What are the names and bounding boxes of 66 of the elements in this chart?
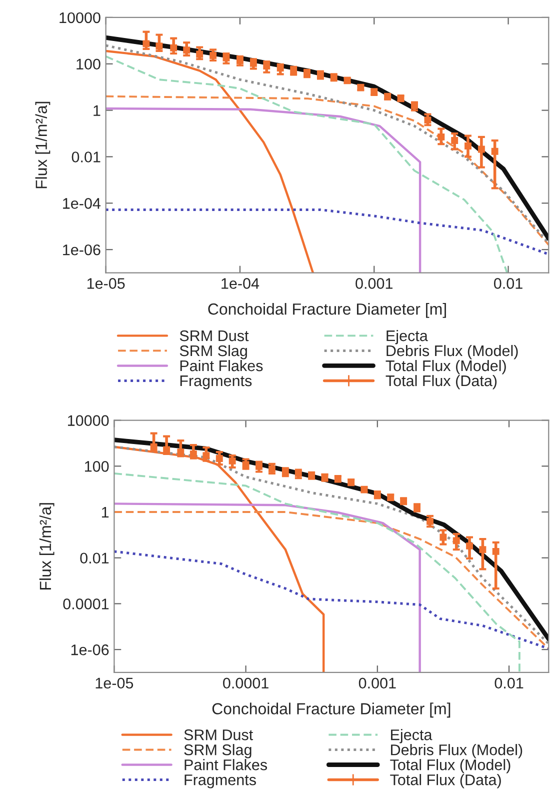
point	[142, 40, 150, 48]
y-tick-label: 1	[102, 507, 109, 518]
point	[196, 50, 204, 58]
legend-label: Paint Flakes	[180, 360, 263, 372]
y-tick-label: 100	[76, 58, 100, 70]
y-tick-label: 10000	[68, 415, 109, 426]
point	[202, 452, 210, 460]
point	[438, 133, 445, 140]
point	[170, 44, 178, 52]
point	[452, 537, 460, 544]
x-axis-title: Conchoidal Fracture Diameter [m]	[212, 702, 450, 718]
point	[491, 148, 498, 155]
legend-label: Total Flux (Data)	[390, 774, 501, 788]
y-tick-label: 0.01	[72, 152, 100, 162]
point	[451, 137, 458, 144]
legend-label: Paint Flakes	[184, 759, 268, 770]
point	[276, 64, 284, 72]
y-tick-label: 1e-04	[63, 198, 101, 209]
legend-label: Total Flux (Model)	[386, 360, 506, 374]
point	[464, 142, 472, 150]
point	[478, 146, 485, 153]
legend-label: Total Flux (Model)	[390, 759, 510, 774]
point	[183, 46, 190, 54]
x-tick-label: 1e-04	[222, 278, 260, 289]
legend-label: SRM Slag	[180, 344, 247, 360]
y-tick-label: 0.01	[80, 552, 109, 564]
point	[479, 546, 486, 554]
x-tick-label: 0.01	[494, 278, 522, 289]
legend-label: Ejecta	[391, 729, 432, 744]
point	[263, 62, 270, 70]
legend-label: Fragments	[184, 774, 256, 788]
y-tick-label: 10000	[60, 12, 100, 24]
point	[216, 455, 223, 462]
point	[282, 468, 289, 476]
y-tick-label: 1	[94, 105, 100, 116]
point	[268, 465, 276, 472]
point	[290, 68, 298, 75]
x-tick-label: 0.0001	[223, 678, 268, 689]
x-tick-label: 1e-05	[87, 278, 125, 289]
legend-label: SRM Slag	[184, 744, 252, 758]
legend-label: Total Flux (Data)	[386, 374, 497, 390]
point	[492, 548, 500, 555]
legend-label: SRM Dust	[180, 330, 249, 342]
point	[466, 542, 473, 550]
x-tick-label: 1e-05	[96, 678, 134, 689]
point	[250, 60, 257, 67]
legend-label: SRM Dust	[184, 729, 253, 740]
point	[228, 457, 236, 464]
y-axis-title: Flux [1/m²/a]	[39, 503, 54, 590]
point	[294, 470, 302, 477]
point	[210, 52, 217, 59]
point	[440, 534, 447, 541]
legend-label: Fragments	[180, 376, 252, 390]
y-tick-label: 0.0001	[63, 598, 109, 610]
legend-label: Debris Flux (Model)	[386, 344, 518, 360]
x-axis-title: Conchoidal Fracture Diameter [m]	[208, 303, 446, 318]
legend-label: Ejecta	[386, 330, 428, 344]
x-tick-label: 0.001	[358, 678, 396, 689]
point	[424, 116, 432, 124]
y-tick-label: 1e-06	[63, 244, 100, 256]
legend-label: Debris Flux (Model)	[391, 744, 522, 758]
y-axis-title: Flux [1/m²/a]	[35, 102, 50, 188]
y-tick-label: 100	[85, 461, 109, 472]
y-tick-label: 1e-06	[71, 644, 109, 656]
x-tick-label: 0.01	[494, 678, 524, 689]
x-tick-label: 0.001	[356, 278, 392, 289]
